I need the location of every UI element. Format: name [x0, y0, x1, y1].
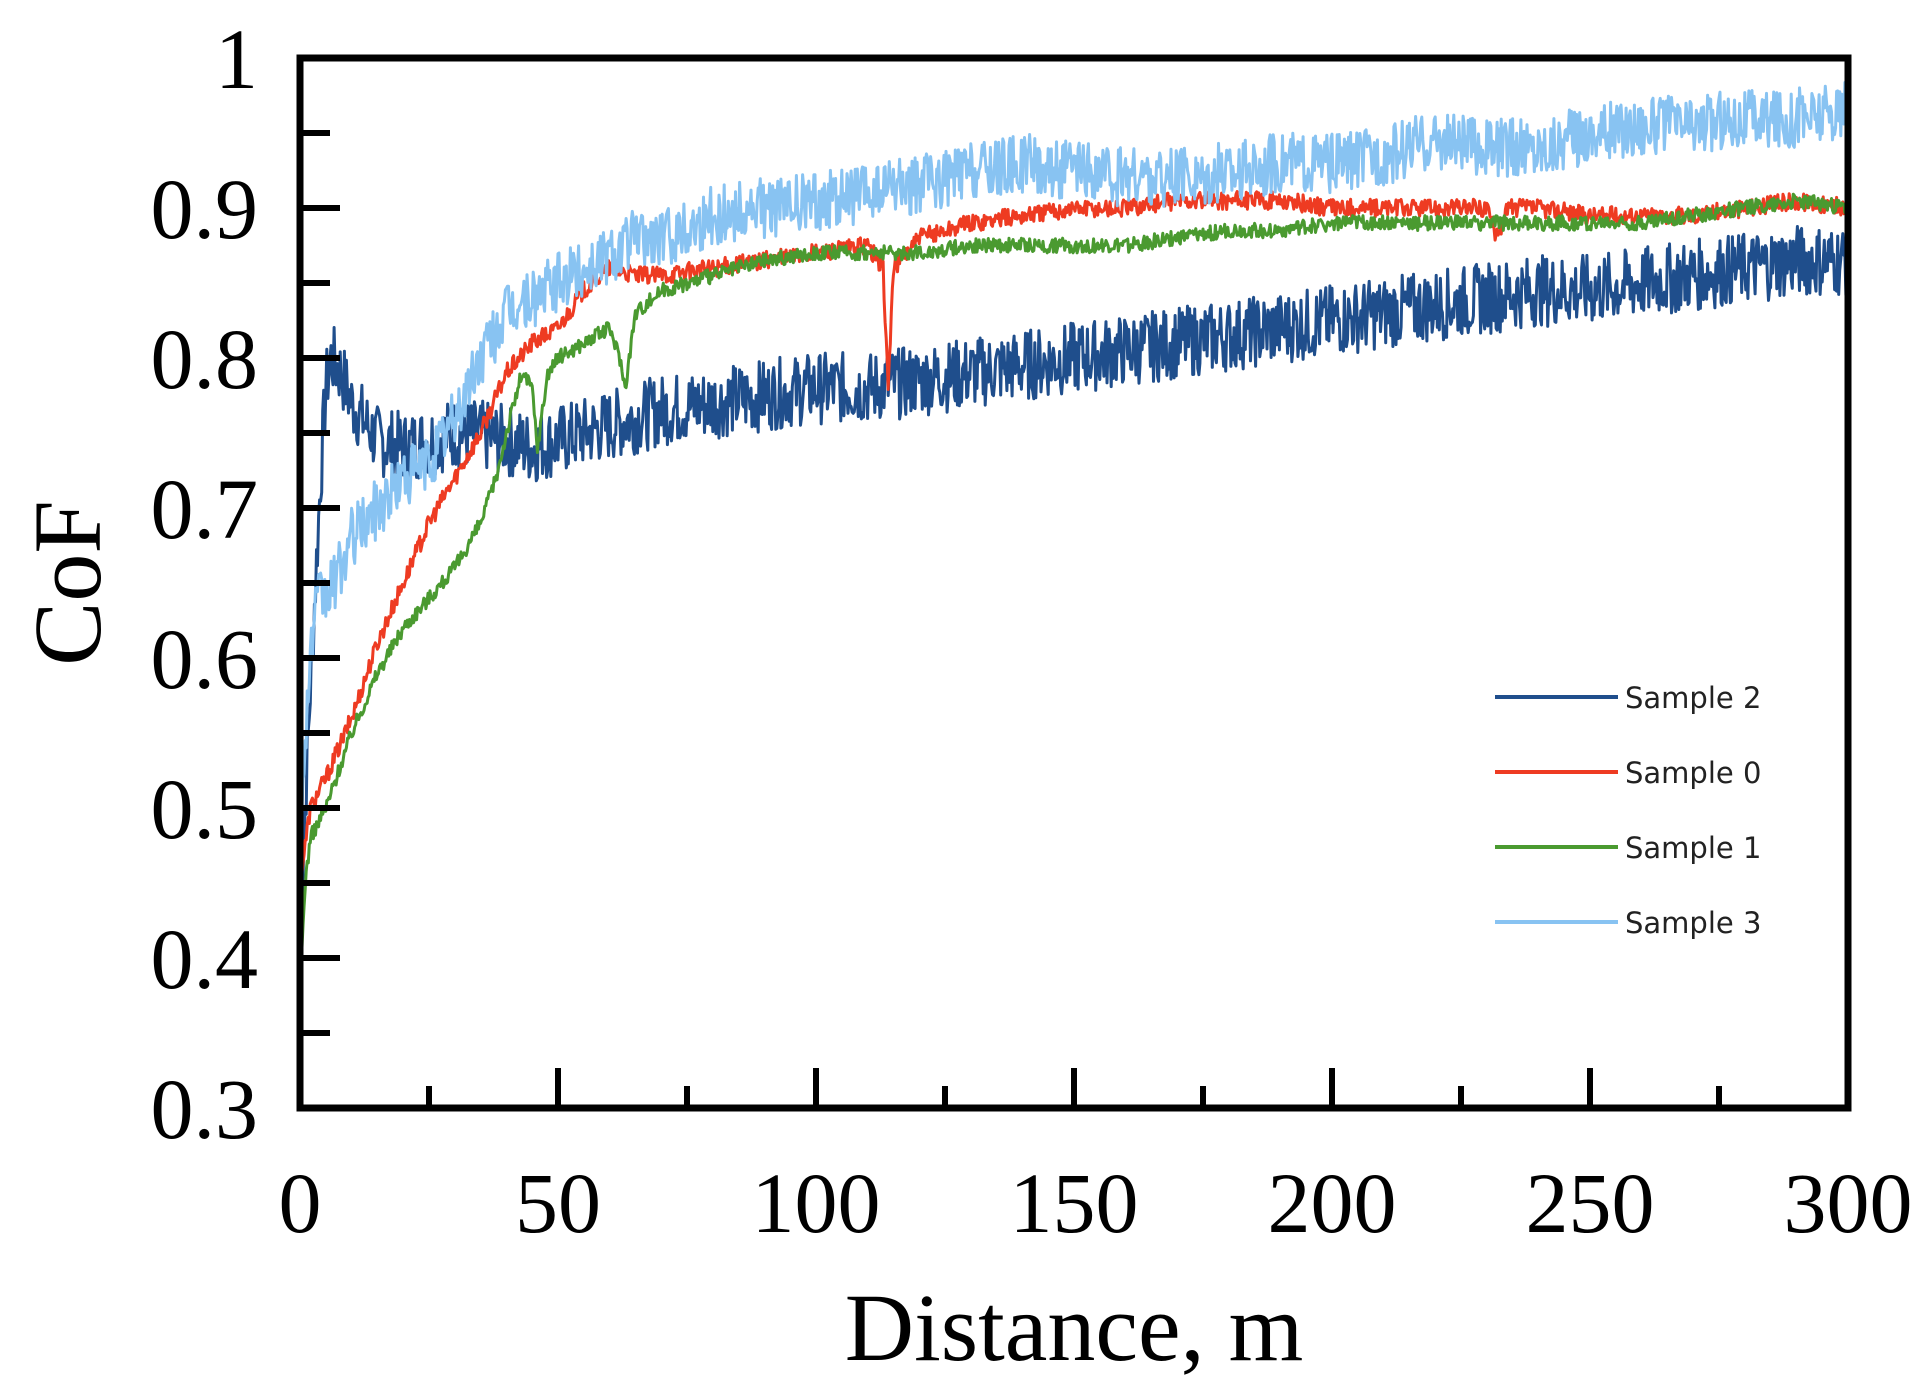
series-line-sample-1 [298, 192, 1850, 982]
x-axis-label: Distance, m [845, 1274, 1304, 1381]
tick-layer: 0 50 100 150 200 250 300 0.3 0.4 0.5 0.6 0.7 0.8 0.9 1 [151, 11, 1913, 1251]
legend-label-sample-2: Sample 2 [1625, 681, 1761, 715]
legend-label-sample-3: Sample 3 [1625, 906, 1761, 940]
series-line-sample-3 [298, 81, 1850, 904]
y-tick-label: 0.3 [151, 1061, 259, 1157]
y-tick-label: 0.7 [151, 461, 259, 557]
y-tick-label: 1 [215, 11, 258, 107]
x-tick-label: 100 [752, 1155, 881, 1251]
y-tick-label: 0.5 [151, 761, 259, 857]
series-layer [298, 81, 1850, 982]
y-tick-label: 0.4 [151, 911, 259, 1007]
x-tick-label: 300 [1784, 1155, 1913, 1251]
series-line-sample-2 [298, 225, 1850, 929]
x-tick-label: 150 [1010, 1155, 1139, 1251]
y-tick-label: 0.8 [151, 311, 259, 407]
y-axis-label: CoF [14, 500, 121, 665]
x-tick-label: 250 [1526, 1155, 1655, 1251]
x-tick-label: 0 [279, 1155, 322, 1251]
legend-label-sample-0: Sample 0 [1625, 756, 1761, 790]
legend: Sample 2 Sample 0 Sample 1 Sample 3 [1495, 681, 1761, 940]
x-tick-label: 50 [515, 1155, 601, 1251]
legend-label-sample-1: Sample 1 [1625, 831, 1761, 865]
x-tick-label: 200 [1268, 1155, 1397, 1251]
series-line-sample-0 [298, 190, 1850, 885]
y-tick-label: 0.9 [151, 161, 259, 257]
y-tick-label: 0.6 [151, 611, 259, 707]
